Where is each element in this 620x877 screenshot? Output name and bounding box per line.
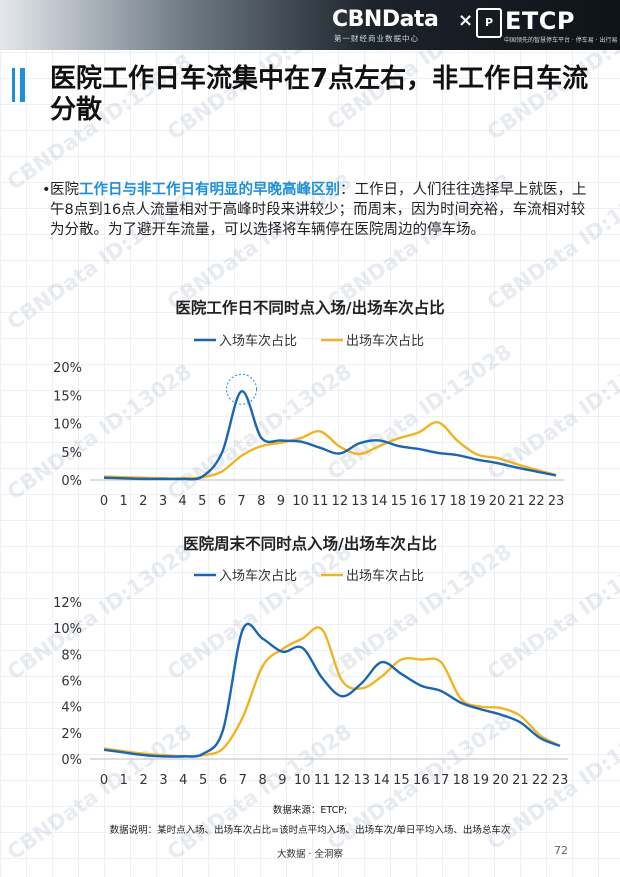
x-tick-label: 4 xyxy=(178,494,186,509)
bullet-prefix: 医院 xyxy=(50,182,79,198)
x-tick-label: 6 xyxy=(219,773,227,788)
x-tick-label: 0 xyxy=(100,773,108,788)
x-tick-label: 23 xyxy=(552,773,569,788)
collab-sign: × xyxy=(458,10,474,31)
x-tick-label: 7 xyxy=(239,773,247,788)
x-tick-label: 7 xyxy=(237,494,245,509)
description-note: 数据说明：某时点入场、出场车次占比=该时点平均入场、出场车次/单日平均入场、出场… xyxy=(109,825,511,836)
peak-highlight-circle xyxy=(226,373,258,405)
bullet-dot: • xyxy=(42,182,51,198)
x-tick-label: 10 xyxy=(292,494,309,509)
x-tick-label: 14 xyxy=(371,494,388,509)
x-tick-label: 3 xyxy=(159,494,167,509)
x-tick-label: 11 xyxy=(312,494,329,509)
x-tick-label: 9 xyxy=(277,494,285,509)
x-tick-label: 4 xyxy=(179,773,187,788)
y-tick-label: 5% xyxy=(61,446,82,461)
y-tick-label: 8% xyxy=(61,648,82,663)
x-tick-label: 5 xyxy=(199,773,207,788)
y-tick-label: 4% xyxy=(61,701,82,716)
header-bar: CBNData 第一财经商业数据中心 × P ETCP 中国领先的智慧停车平台 … xyxy=(0,0,620,50)
x-tick-label: 18 xyxy=(449,494,466,509)
series-line-0 xyxy=(103,622,561,758)
y-tick-label: 12% xyxy=(53,596,82,611)
x-tick-label: 8 xyxy=(257,494,265,509)
x-tick-label: 18 xyxy=(453,773,470,788)
x-tick-label: 1 xyxy=(120,494,128,509)
y-tick-label: 15% xyxy=(53,389,82,404)
x-tick-label: 9 xyxy=(278,773,286,788)
x-tick-label: 16 xyxy=(410,494,427,509)
cbndata-tagline: 第一财经商业数据中心 xyxy=(334,34,419,43)
x-tick-label: 23 xyxy=(548,494,565,509)
x-tick-label: 5 xyxy=(198,494,206,509)
x-tick-label: 13 xyxy=(353,773,370,788)
x-tick-label: 8 xyxy=(258,773,266,788)
x-tick-label: 10 xyxy=(294,773,311,788)
legend-label-1: 出场车次占比 xyxy=(346,568,424,584)
etcp-logo-icon: P xyxy=(476,8,502,38)
x-tick-label: 20 xyxy=(489,494,506,509)
x-tick-label: 22 xyxy=(528,494,545,509)
x-tick-label: 17 xyxy=(433,773,450,788)
y-tick-label: 10% xyxy=(53,418,82,433)
y-tick-label: 6% xyxy=(61,675,82,690)
x-tick-label: 20 xyxy=(492,773,509,788)
x-tick-label: 21 xyxy=(508,494,525,509)
x-tick-label: 21 xyxy=(512,773,529,788)
x-tick-label: 19 xyxy=(469,494,486,509)
y-tick-label: 0% xyxy=(61,753,82,768)
x-tick-label: 14 xyxy=(373,773,390,788)
x-tick-label: 1 xyxy=(120,773,128,788)
x-tick-label: 11 xyxy=(314,773,331,788)
x-tick-label: 15 xyxy=(393,773,410,788)
chart-2-title: 医院周末不同时点入场/出场车次占比 xyxy=(183,535,437,553)
title-accent-thin xyxy=(12,68,15,102)
x-tick-label: 17 xyxy=(430,494,447,509)
page-title: 医院工作日车流集中在7点左右，非工作日车流分散 xyxy=(50,64,589,125)
y-tick-label: 20% xyxy=(53,361,82,376)
x-tick-label: 19 xyxy=(472,773,489,788)
legend-label-1: 出场车次占比 xyxy=(346,333,424,349)
legend-label-0: 入场车次占比 xyxy=(219,333,297,349)
bullet-highlight: 工作日与非工作日有明显的早晚高峰区别 xyxy=(79,182,340,198)
cbndata-logo: CBNData xyxy=(332,7,439,32)
x-tick-label: 12 xyxy=(332,494,349,509)
x-tick-label: 13 xyxy=(351,494,368,509)
x-tick-label: 0 xyxy=(100,494,108,509)
series-line-1 xyxy=(103,626,561,758)
etcp-logo: ETCP xyxy=(505,7,575,35)
x-tick-label: 16 xyxy=(413,773,430,788)
footer-slogan: 大数据 · 全洞察 xyxy=(276,849,344,860)
etcp-tagline: 中国领先的智慧停车平台 · 停车易 · 出行易 xyxy=(504,37,618,44)
y-tick-label: 2% xyxy=(61,727,82,742)
legend-label-0: 入场车次占比 xyxy=(219,568,297,584)
y-tick-label: 0% xyxy=(61,474,82,489)
y-tick-label: 10% xyxy=(53,622,82,637)
series-line-0 xyxy=(103,390,557,481)
bullet-paragraph: • 医院工作日与非工作日有明显的早晚高峰区别：工作日，人们往往选择早上就医，上午… xyxy=(42,180,598,240)
chart-1-title: 医院工作日不同时点入场/出场车次占比 xyxy=(175,299,445,317)
x-tick-label: 2 xyxy=(139,494,147,509)
x-tick-label: 12 xyxy=(334,773,351,788)
x-tick-label: 6 xyxy=(218,494,226,509)
x-tick-label: 3 xyxy=(159,773,167,788)
x-tick-label: 22 xyxy=(532,773,549,788)
bullet-body: ：工作日，人们往往选择早上就医，上午8点到16点人流量相对于高峰时段来讲较少；而… xyxy=(50,182,587,238)
x-tick-label: 2 xyxy=(140,773,148,788)
source-note: 数据来源：ETCP; xyxy=(272,805,348,816)
x-tick-label: 15 xyxy=(391,494,408,509)
page-number: 72 xyxy=(554,844,568,857)
title-accent xyxy=(20,68,25,102)
